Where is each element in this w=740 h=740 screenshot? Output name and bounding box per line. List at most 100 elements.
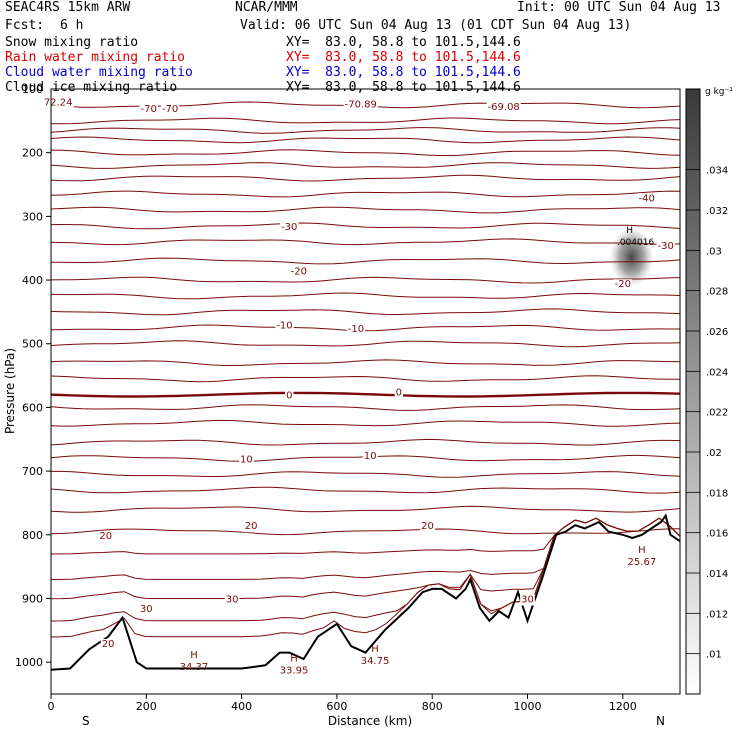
y-tick-label: 600 (22, 401, 43, 414)
contour-line (51, 308, 680, 316)
contour-line (51, 238, 680, 246)
colorbar: .01 .012 .014 .016 .018 .02 .022 .024 .026 .028 .0… (685, 88, 728, 695)
plot-frame (50, 88, 681, 695)
contour-label-bg (420, 521, 435, 533)
contour-label: 20 (421, 521, 434, 532)
contour-line (51, 149, 680, 156)
contour-label-bg (637, 193, 656, 205)
contour-label: 20 (102, 639, 115, 650)
colorbar-label: .032 (706, 206, 728, 217)
y-tick-label: 200 (22, 147, 43, 160)
valid-time: Valid: 06 UTC Sun 04 Aug 13 (01 CDT Sun … (240, 18, 632, 33)
contour-line (51, 528, 680, 536)
contour-line (51, 486, 680, 494)
y-tick-label: 900 (22, 592, 43, 605)
contour-line (51, 505, 680, 513)
contour-label: -10 (276, 321, 292, 332)
terrain-profile (51, 513, 680, 671)
contour-label-bg (100, 639, 116, 651)
endpoint-left: S (82, 714, 90, 728)
field-xy-cloud-ice: XY= 83.0, 58.8 to 101.5,144.6 (286, 80, 521, 95)
x-axis-title: Distance (km) (328, 714, 412, 728)
x-tick-label: 600 (326, 700, 347, 713)
colorbar-label: .022 (706, 408, 728, 419)
contour-label-bg (289, 266, 308, 278)
contour-line (51, 340, 680, 348)
field-xy-cloud-water: XY= 83.0, 58.8 to 101.5,144.6 (286, 65, 521, 80)
contour-line (51, 438, 680, 446)
y-tick-label: 500 (22, 338, 43, 351)
contour-label-bg (613, 279, 632, 291)
contour-label-bg (275, 320, 294, 332)
high-value: 34.37 (180, 662, 209, 673)
contour-label-bg (98, 530, 114, 542)
contour-label-bg (139, 104, 158, 116)
contour-label-bg (362, 451, 378, 463)
colorbar-unit: g kg⁻¹ (705, 87, 733, 97)
temperature-contours (51, 101, 680, 638)
endpoint-right: N (656, 714, 665, 728)
contour-line (51, 136, 680, 144)
colorbar-label: .02 (706, 448, 722, 459)
field-xy-snow: XY= 83.0, 58.8 to 101.5,144.6 (286, 35, 521, 50)
contour-label: -70.89 (345, 100, 377, 111)
contour-line (51, 292, 680, 300)
contour-line (51, 257, 680, 265)
y-tick-label-top: 100 (22, 83, 43, 96)
axes: 0 200 400 600 800 1000 12002003004005006007008… (15, 83, 637, 713)
high-marker: H (290, 653, 298, 664)
producer-title: NCAR/MMM (235, 0, 298, 15)
high-value: 33.95 (280, 665, 309, 676)
x-tick-label: 1000 (514, 700, 542, 713)
colorbar-label: .01 (706, 650, 722, 661)
contour-label-bg (346, 323, 366, 335)
y-tick-label: 700 (22, 465, 43, 478)
contour-label-bg (239, 454, 254, 466)
contour-line (51, 174, 680, 182)
contour-line (51, 470, 680, 478)
contour-label: -30 (658, 241, 674, 252)
x-tick-label: 1200 (609, 700, 637, 713)
x-tick-label: 800 (422, 700, 443, 713)
contour-label: 10 (364, 451, 377, 462)
contour-label: -20 (291, 267, 307, 278)
contour-label-bg (42, 97, 74, 109)
y-axis-title: Pressure (hPa) (3, 348, 17, 434)
field-name-rain: Rain water mixing ratio (5, 50, 186, 65)
contour-label-bg (243, 521, 259, 533)
init-time: Init: 00 UTC Sun 04 Aug 13 (517, 0, 721, 15)
contour-label: 30 (521, 594, 534, 605)
contour-line (51, 222, 680, 230)
contour-label: -10 (348, 324, 364, 335)
field-name-snow: Snow mixing ratio (5, 35, 139, 50)
snow-shading (609, 227, 654, 288)
contour-label: 20 (245, 521, 258, 532)
contour-label: 30 (140, 604, 153, 615)
colorbar-label: .018 (706, 488, 728, 499)
model-title: SEAC4RS 15km ARW (5, 0, 131, 15)
colorbar-label: .026 (706, 327, 728, 338)
contour-line (51, 190, 680, 198)
contour-line (51, 359, 680, 367)
colorbar-label: .034 (706, 166, 728, 177)
high-marker: H (638, 545, 646, 556)
contour-label-bg (224, 594, 240, 606)
contour-label-bg (160, 104, 180, 116)
contour-label: 0 (286, 391, 292, 402)
contour-label: 72.24 (44, 98, 73, 109)
field-name-cloud-water: Cloud water mixing ratio (5, 65, 193, 80)
contour-line-lower (51, 517, 680, 600)
colorbar-label: .028 (706, 287, 728, 298)
contour-label-bg (280, 221, 299, 233)
terrain-line (51, 513, 680, 671)
contour-label: 20 (99, 531, 112, 542)
colorbar-label: .012 (706, 609, 728, 620)
contour-line (51, 117, 680, 125)
contour-line (51, 404, 680, 411)
colorbar-label: .03 (706, 246, 722, 257)
colorbar-label: .016 (706, 529, 728, 540)
colorbar-label: .014 (706, 569, 728, 580)
field-xy-rain: XY= 83.0, 58.8 to 101.5,144.6 (286, 50, 521, 65)
forecast-label: Fcst: (5, 18, 45, 33)
